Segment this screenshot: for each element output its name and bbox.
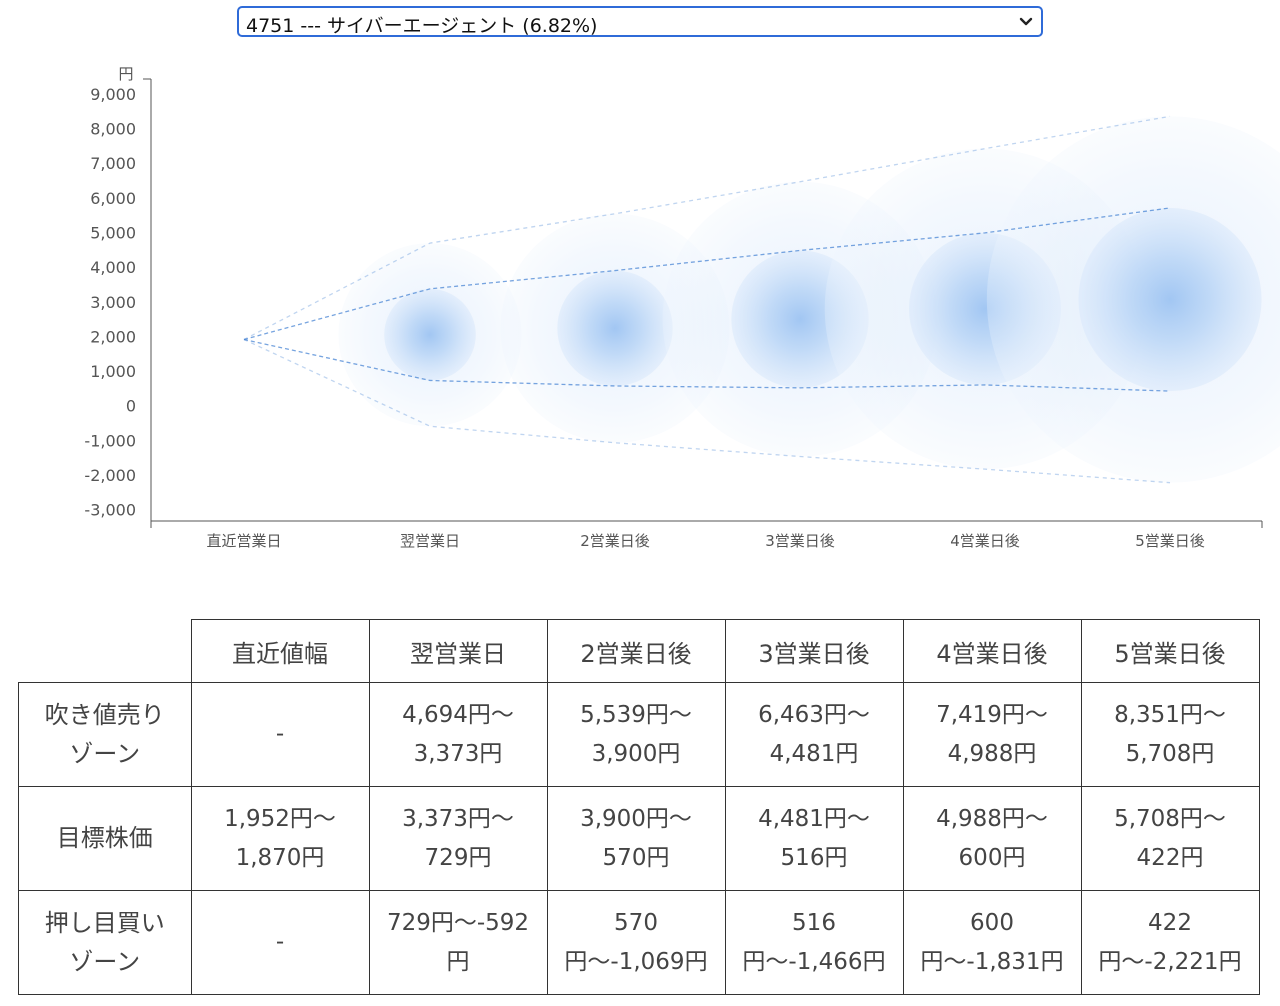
y-tick-label: 5,000 <box>90 223 136 242</box>
table-cell: 8,351円〜 5,708円 <box>1080 682 1260 787</box>
stock-select-value: 4751 --- サイバーエージェント (6.82%) <box>246 15 598 37</box>
price-range-chart: 円 9,000 8,000 7,000 6,000 5,000 4,000 3,000 2,00… <box>84 65 1280 550</box>
table-row: 目標株価 1,952円〜 1,870円 3,373円〜 729円 3,900円〜 570円 4… <box>18 786 1260 891</box>
row-label: 押し目買い ゾーン <box>18 890 192 995</box>
table-row: 押し目買い ゾーン -729円〜-592 円 570 円〜-1,069円 516 円〜-1,4… <box>18 890 1260 995</box>
table-header-cell: 翌営業日 <box>368 619 548 683</box>
y-tick-label: 4,000 <box>90 258 136 277</box>
stock-select[interactable]: 4751 --- サイバーエージェント (6.82%) <box>237 6 1043 37</box>
table-cell: 5,539円〜 3,900円 <box>546 682 726 787</box>
zone-table: 直近値幅 翌営業日 2営業日後 3営業日後 4営業日後 5営業日後 吹き値売り ゾーン -4,… <box>18 619 1260 995</box>
table-header-cell: 2営業日後 <box>546 619 726 683</box>
table-cell: 1,952円〜 1,870円 <box>190 786 370 891</box>
table-cell: 4,694円〜 3,373円 <box>368 682 548 787</box>
x-tick-label: 3営業日後 <box>765 532 835 550</box>
table-cell: 422 円〜-2,221円 <box>1080 890 1260 995</box>
x-tick-label: 直近営業日 <box>206 532 281 550</box>
table-row: 吹き値売り ゾーン -4,694円〜 3,373円 5,539円〜 3,900円 6,463… <box>18 682 1260 787</box>
table-header-cell: 直近値幅 <box>190 619 370 683</box>
table-corner-cell <box>18 619 192 683</box>
inner-bubble <box>557 270 673 386</box>
y-tick-label: 3,000 <box>90 293 136 312</box>
y-tick-label: 8,000 <box>90 120 136 139</box>
table-header-cell: 3営業日後 <box>724 619 904 683</box>
row-label: 吹き値売り ゾーン <box>18 682 192 787</box>
table-cell: 729円〜-592 円 <box>368 890 548 995</box>
table-cell: - <box>190 682 370 787</box>
inner-upper-line <box>243 207 1171 341</box>
table-cell: 4,481円〜 516円 <box>724 786 904 891</box>
outer-upper-line <box>243 115 1171 341</box>
inner-bubble <box>1078 207 1262 392</box>
table-cell: 516 円〜-1,466円 <box>724 890 904 995</box>
y-tick-label: -3,000 <box>84 501 136 520</box>
y-tick-label: 1,000 <box>90 362 136 381</box>
y-tick-label: 2,000 <box>90 327 136 346</box>
table-header-cell: 4営業日後 <box>902 619 1082 683</box>
table-cell: 7,419円〜 4,988円 <box>902 682 1082 787</box>
table-cell: 6,463円〜 4,481円 <box>724 682 904 787</box>
row-label: 目標株価 <box>18 786 192 891</box>
y-tick-label: 7,000 <box>90 154 136 173</box>
y-tick-label: 0 <box>126 397 136 416</box>
x-tick-label: 5営業日後 <box>1135 532 1205 550</box>
x-tick-label: 4営業日後 <box>950 532 1020 550</box>
x-tick-label: 翌営業日 <box>400 532 460 550</box>
y-tick-label: -2,000 <box>84 466 136 485</box>
table-cell: 4,988円〜 600円 <box>902 786 1082 891</box>
outer-lower-line <box>243 338 1171 484</box>
table-cell: 3,373円〜 729円 <box>368 786 548 891</box>
y-tick-label: 9,000 <box>90 85 136 104</box>
table-cell: 570 円〜-1,069円 <box>546 890 726 995</box>
table-header-cell: 5営業日後 <box>1080 619 1260 683</box>
y-tick-label: -1,000 <box>84 431 136 450</box>
table-cell: - <box>190 890 370 995</box>
y-axis-unit: 円 <box>118 65 133 83</box>
inner-bubble <box>384 288 476 381</box>
table-cell: 3,900円〜 570円 <box>546 786 726 891</box>
table-cell: 600 円〜-1,831円 <box>902 890 1082 995</box>
table-header-row: 直近値幅 翌営業日 2営業日後 3営業日後 4営業日後 5営業日後 <box>18 619 1260 683</box>
y-tick-label: 6,000 <box>90 189 136 208</box>
x-tick-label: 2営業日後 <box>580 532 650 550</box>
chevron-down-icon <box>1019 17 1033 26</box>
table-cell: 5,708円〜 422円 <box>1080 786 1260 891</box>
